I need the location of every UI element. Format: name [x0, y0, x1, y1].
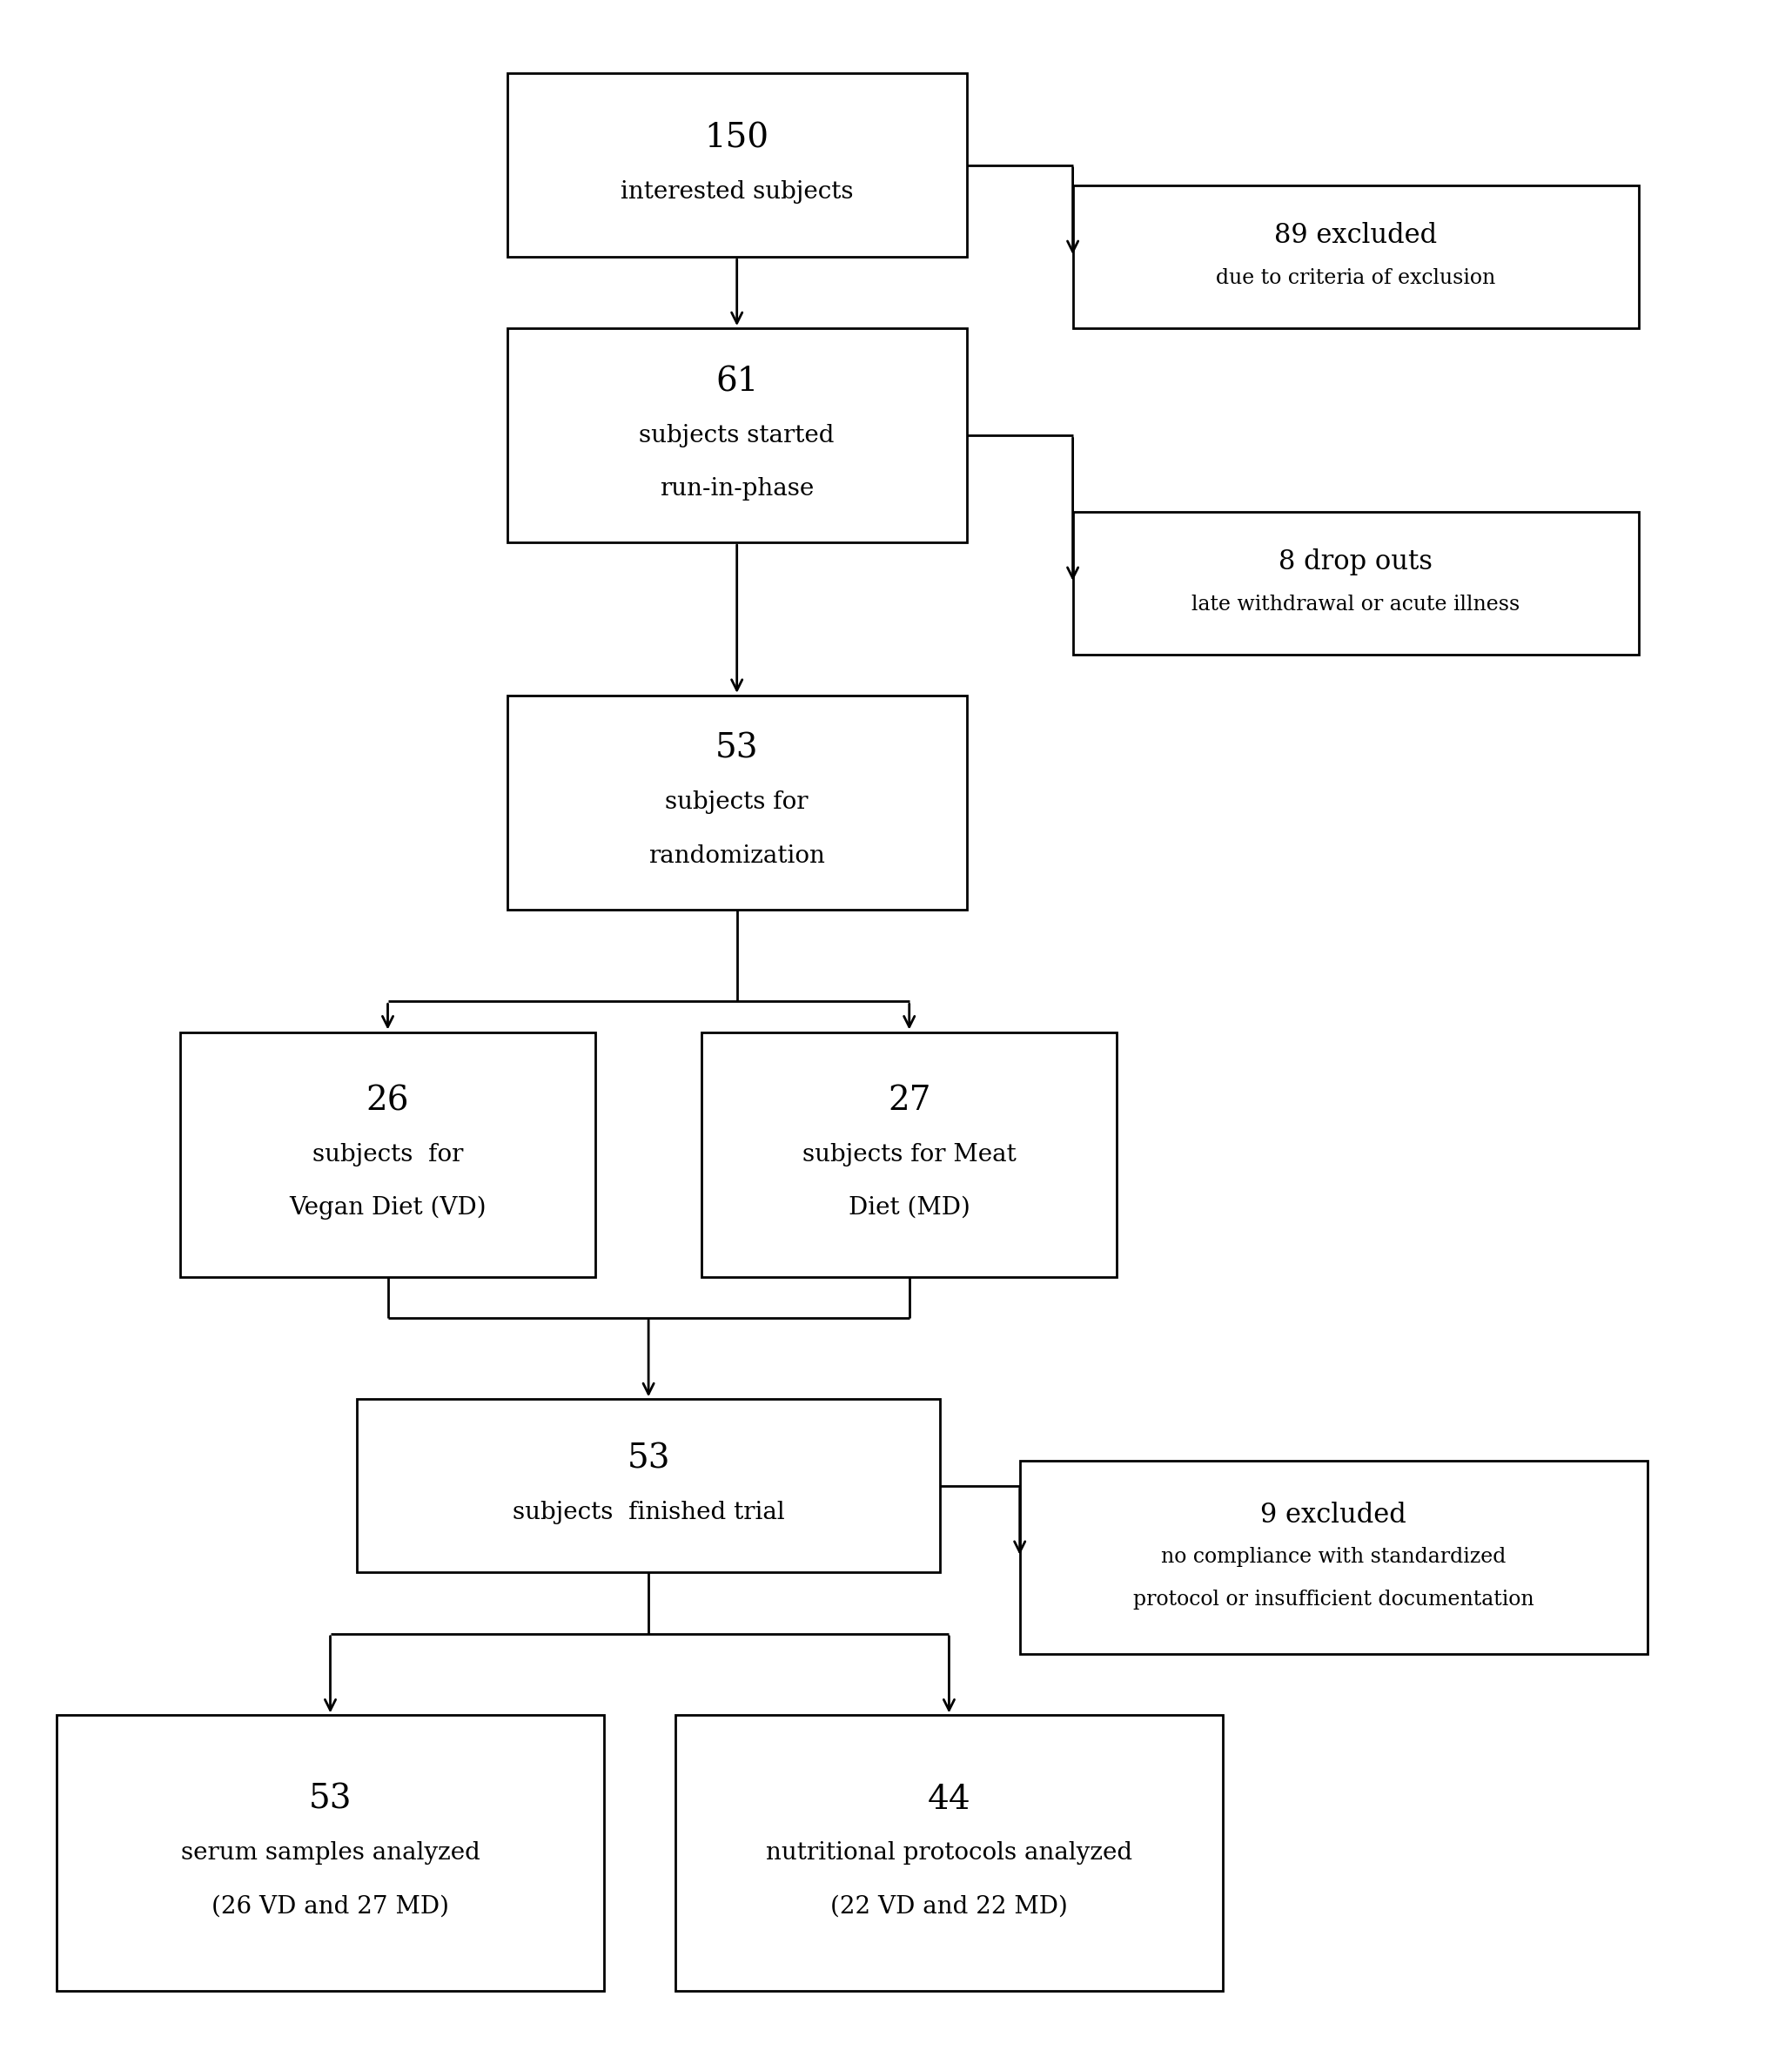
Text: randomization: randomization	[649, 844, 824, 867]
Text: 26: 26	[366, 1086, 409, 1117]
FancyBboxPatch shape	[507, 74, 966, 256]
Text: protocol or insufficient documentation: protocol or insufficient documentation	[1133, 1589, 1534, 1610]
Text: nutritional protocols analyzed: nutritional protocols analyzed	[765, 1841, 1133, 1864]
Text: 53: 53	[627, 1443, 670, 1476]
Text: 61: 61	[715, 365, 758, 398]
Text: (26 VD and 27 MD): (26 VD and 27 MD)	[211, 1895, 450, 1917]
FancyBboxPatch shape	[1073, 512, 1638, 654]
FancyBboxPatch shape	[357, 1399, 941, 1573]
Text: Diet (MD): Diet (MD)	[848, 1197, 969, 1220]
FancyBboxPatch shape	[1073, 186, 1638, 328]
FancyBboxPatch shape	[56, 1715, 604, 1990]
Text: 8 drop outs: 8 drop outs	[1279, 549, 1432, 576]
Text: 53: 53	[308, 1783, 351, 1816]
FancyBboxPatch shape	[507, 696, 966, 910]
FancyBboxPatch shape	[701, 1032, 1116, 1278]
Text: subjects  for: subjects for	[312, 1143, 462, 1166]
FancyBboxPatch shape	[507, 328, 966, 543]
Text: Vegan Diet (VD): Vegan Diet (VD)	[289, 1195, 486, 1220]
Text: 150: 150	[704, 122, 769, 155]
Text: 44: 44	[928, 1783, 971, 1816]
Text: run-in-phase: run-in-phase	[659, 477, 814, 502]
Text: late withdrawal or acute illness: late withdrawal or acute illness	[1192, 594, 1520, 615]
Text: subjects  finished trial: subjects finished trial	[513, 1501, 785, 1525]
Text: 89 excluded: 89 excluded	[1274, 223, 1437, 250]
Text: subjects for: subjects for	[665, 791, 808, 815]
FancyBboxPatch shape	[676, 1715, 1224, 1990]
Text: 9 excluded: 9 excluded	[1260, 1503, 1407, 1529]
FancyBboxPatch shape	[179, 1032, 595, 1278]
Text: serum samples analyzed: serum samples analyzed	[181, 1841, 480, 1864]
Text: 53: 53	[715, 733, 758, 766]
FancyBboxPatch shape	[1020, 1461, 1647, 1653]
Text: no compliance with standardized: no compliance with standardized	[1161, 1548, 1505, 1567]
Text: subjects for Meat: subjects for Meat	[803, 1143, 1016, 1166]
Text: subjects started: subjects started	[640, 423, 835, 448]
Text: interested subjects: interested subjects	[620, 180, 853, 204]
Text: 27: 27	[887, 1086, 930, 1117]
Text: (22 VD and 22 MD): (22 VD and 22 MD)	[830, 1895, 1068, 1917]
Text: due to criteria of exclusion: due to criteria of exclusion	[1215, 268, 1496, 287]
